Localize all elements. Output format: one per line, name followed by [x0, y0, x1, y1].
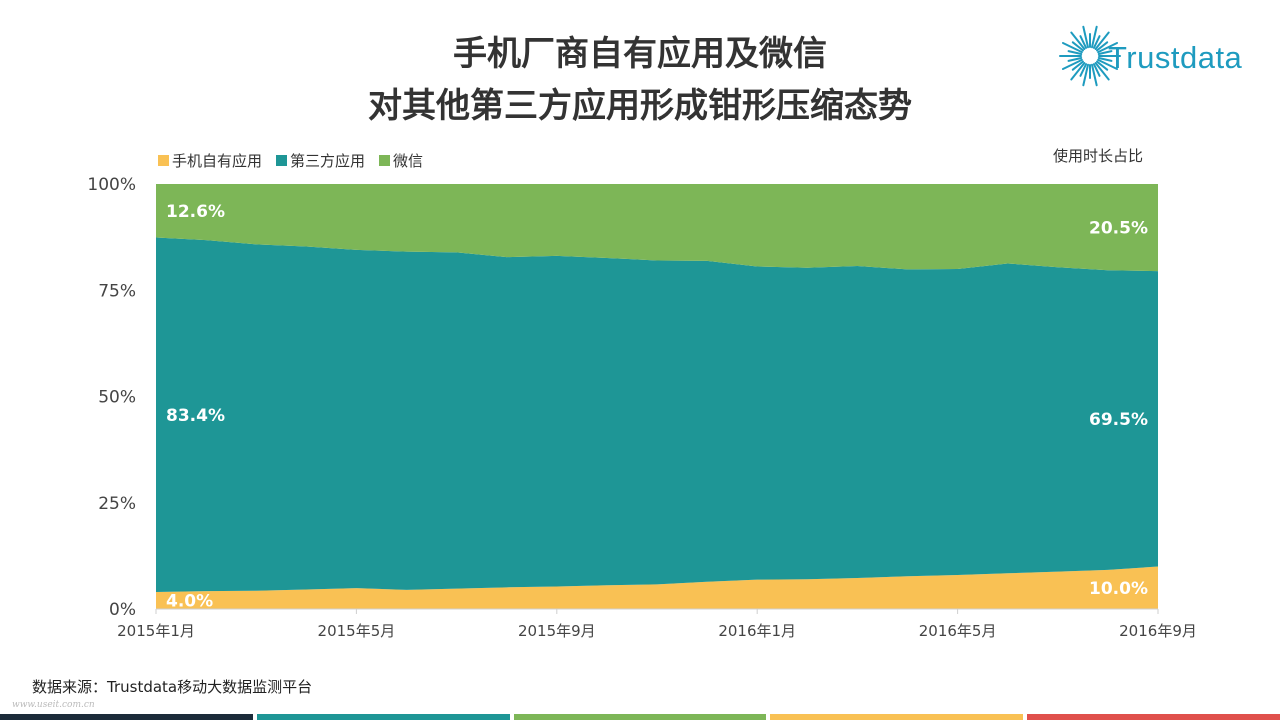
y-tick-label: 100% [87, 175, 136, 195]
legend-swatch-third-party [276, 155, 288, 166]
logo-ray [1079, 63, 1088, 77]
logo-ray [1071, 60, 1084, 71]
logo-ray [1096, 60, 1109, 71]
logo-ray [1092, 35, 1101, 49]
logo-ray [1097, 58, 1119, 71]
data-label: 10.0% [1089, 579, 1148, 599]
y-tick-label: 0% [109, 600, 136, 620]
logo-ray [1097, 50, 1113, 55]
y-tick-label: 25% [98, 494, 136, 514]
data-label: 83.4% [166, 406, 225, 426]
legend-item-own-apps: 手机自有应用 [158, 150, 262, 171]
stacked-area-chart: 0% 25% 50% 75% 100% 2015年1月 2015年5月 2015年9月 2016… [87, 175, 1197, 640]
data-label: 4.0% [166, 592, 213, 612]
logo-ray [1082, 63, 1089, 87]
footer-bar [256, 714, 510, 720]
y-tick-label: 50% [98, 388, 136, 408]
logo-ray [1091, 63, 1098, 87]
area-third-party [156, 237, 1158, 593]
logo-ray [1096, 41, 1109, 52]
legend-swatch-wechat [379, 155, 391, 166]
footer-bar [0, 714, 253, 720]
legend-item-wechat: 微信 [379, 150, 423, 171]
logo-ray [1091, 25, 1098, 49]
chart-legend: 手机自有应用 第三方应用 微信 [158, 150, 423, 171]
title-line-1: 手机厂商自有应用及微信 [453, 34, 827, 74]
data-source: 数据来源：Trustdata移动大数据监测平台 [32, 678, 313, 696]
logo-ray [1097, 41, 1119, 54]
logo-ray [1071, 41, 1084, 52]
data-label: 69.5% [1089, 410, 1148, 430]
trustdata-sunburst-icon [1059, 25, 1121, 87]
x-tick-label: 2015年9月 [518, 622, 596, 640]
logo-ray [1094, 31, 1110, 50]
logo-ray [1061, 58, 1083, 71]
data-label: 20.5% [1089, 219, 1148, 239]
footer-color-bars [0, 714, 1280, 720]
logo-ray [1079, 35, 1088, 49]
area-own-apps [156, 566, 1158, 609]
x-tick-label: 2016年5月 [919, 622, 997, 640]
area-wechat [156, 184, 1158, 272]
legend-label-own-apps: 手机自有应用 [172, 152, 263, 170]
x-tick-label: 2016年1月 [718, 622, 796, 640]
logo-ray [1092, 63, 1101, 77]
data-label: 12.6% [166, 202, 225, 222]
watermark: www.useit.com.cn [12, 700, 95, 710]
logo-ray [1097, 57, 1113, 62]
title-line-2: 对其他第三方应用形成钳形压缩态势 [368, 86, 912, 126]
footer-bar [770, 714, 1024, 720]
legend-swatch-own-apps [158, 155, 169, 166]
logo-ray [1061, 41, 1083, 54]
logo-ray [1067, 57, 1083, 62]
unit-label: 使用时长占比 [1053, 147, 1144, 165]
logo-ray [1070, 31, 1086, 50]
legend-label-wechat: 微信 [393, 152, 424, 170]
logo-ray [1082, 25, 1089, 49]
logo-text: Trustdata [1108, 40, 1243, 75]
x-tick-label: 2015年1月 [117, 622, 195, 640]
legend-label-third-party: 第三方应用 [290, 152, 366, 170]
footer-bar [1027, 714, 1280, 720]
footer-bar [513, 714, 767, 720]
logo-ray [1067, 50, 1083, 55]
logo-ray [1070, 62, 1086, 81]
logo-ray [1094, 62, 1110, 81]
x-tick-label: 2016年9月 [1119, 622, 1197, 640]
x-tick-label: 2015年5月 [318, 622, 396, 640]
legend-item-third-party: 第三方应用 [276, 150, 365, 171]
y-tick-label: 75% [98, 281, 136, 301]
